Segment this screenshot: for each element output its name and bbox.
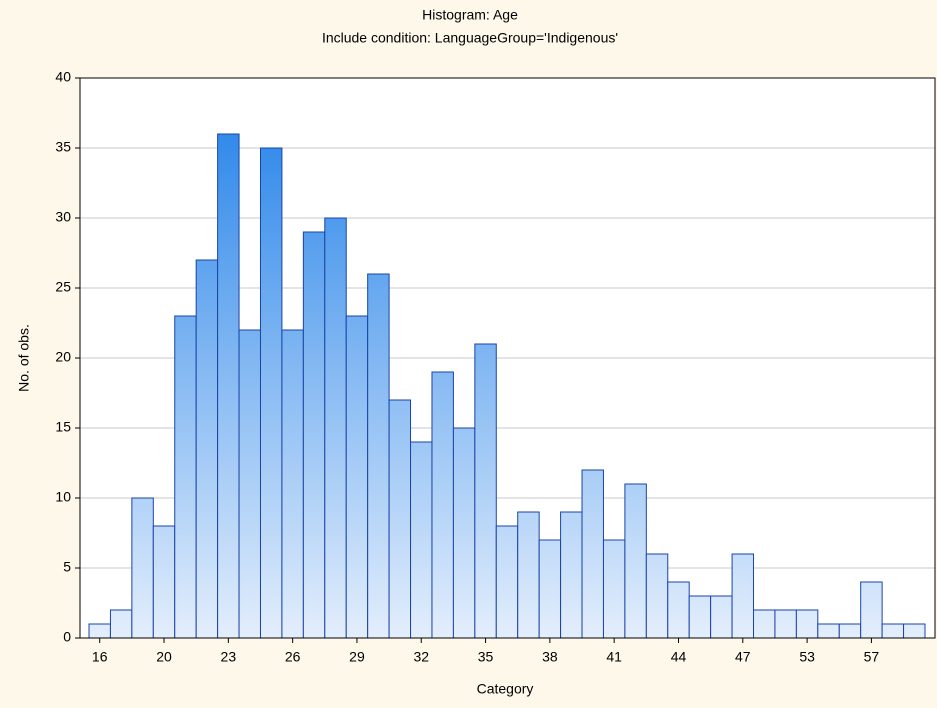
bar <box>645 553 669 639</box>
y-tick-label: 20 <box>55 349 71 365</box>
bar <box>410 441 433 639</box>
y-tick-label: 5 <box>63 559 71 575</box>
x-tick-label: 57 <box>864 649 880 665</box>
x-tick-label: 35 <box>478 649 494 665</box>
y-tick-label: 10 <box>55 489 71 505</box>
y-axis-label: No. of obs. <box>16 324 32 392</box>
bar <box>817 623 840 639</box>
x-tick-label: 16 <box>92 649 108 665</box>
plot-frame <box>79 77 936 639</box>
bar <box>367 273 390 639</box>
bar <box>281 329 304 639</box>
bar <box>860 581 883 639</box>
y-tick-label: 25 <box>55 279 71 295</box>
bar <box>774 609 797 639</box>
x-tick-label: 26 <box>285 649 301 665</box>
bar <box>903 623 926 639</box>
bar <box>88 623 111 639</box>
x-tick-label: 41 <box>606 649 622 665</box>
bar <box>560 511 583 639</box>
bar <box>174 315 197 639</box>
chart-title: Histogram: Age <box>422 7 518 23</box>
bar <box>624 483 647 639</box>
bar <box>881 623 905 639</box>
x-tick-label: 23 <box>221 649 237 665</box>
x-tick-label: 47 <box>735 649 751 665</box>
bar <box>388 399 412 639</box>
bar <box>495 525 519 639</box>
bar <box>109 609 133 639</box>
bar <box>538 539 562 639</box>
bar <box>431 371 454 639</box>
x-tick-label: 53 <box>799 649 815 665</box>
x-axis-label: Category <box>477 681 534 697</box>
bar <box>838 623 862 639</box>
chart-subtitle: Include condition: LanguageGroup='Indige… <box>322 30 618 46</box>
bar <box>667 581 690 639</box>
bar <box>238 329 261 639</box>
bar <box>517 511 540 639</box>
bar <box>302 231 326 639</box>
y-tick-label: 0 <box>63 629 71 645</box>
y-tick-label: 35 <box>55 139 71 155</box>
bar <box>345 315 369 639</box>
bar <box>753 609 776 639</box>
bar <box>581 469 604 639</box>
bar <box>602 539 626 639</box>
bar <box>131 497 154 639</box>
y-tick-label: 15 <box>55 419 71 435</box>
bar <box>795 609 819 639</box>
bar <box>217 133 240 639</box>
x-tick-label: 44 <box>671 649 687 665</box>
bar <box>152 525 176 639</box>
y-tick-label: 40 <box>55 69 71 85</box>
bar <box>452 427 476 639</box>
bar <box>474 343 497 639</box>
bar <box>688 595 712 639</box>
y-tick-label: 30 <box>55 209 71 225</box>
bar <box>324 217 347 639</box>
bar <box>731 553 755 639</box>
bar <box>259 147 283 639</box>
x-tick-label: 38 <box>542 649 558 665</box>
x-tick-label: 20 <box>156 649 172 665</box>
x-tick-label: 32 <box>413 649 429 665</box>
x-tick-label: 29 <box>349 649 365 665</box>
bar <box>195 259 219 639</box>
bar <box>710 595 733 639</box>
